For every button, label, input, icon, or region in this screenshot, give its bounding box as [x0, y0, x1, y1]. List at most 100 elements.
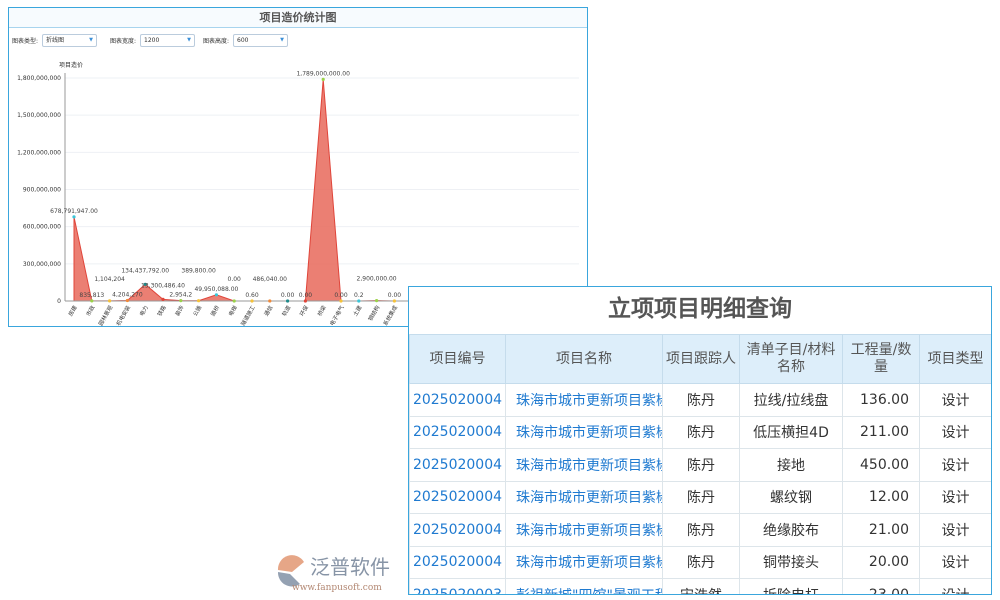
- tracker-cell: 陈丹: [662, 480, 740, 514]
- chart-width-select[interactable]: 1200 ▼: [140, 34, 196, 47]
- data-point[interactable]: [197, 299, 201, 303]
- y-tick-label: 300,000,000: [23, 261, 61, 268]
- material-name-cell: 拆除电杆: [739, 578, 843, 594]
- x-tick-label: 机电安装: [114, 304, 132, 326]
- column-header[interactable]: 工程量/数量: [842, 334, 920, 384]
- project-code-link[interactable]: 2025020004: [409, 513, 506, 547]
- project-type-cell: 设计: [919, 513, 991, 547]
- data-point[interactable]: [90, 299, 94, 303]
- data-label: 678,791,947.00: [50, 208, 98, 215]
- project-code-link[interactable]: 2025020003: [409, 578, 506, 594]
- project-type-cell: 设计: [919, 415, 991, 449]
- data-label: 1,789,000,000.00: [296, 70, 350, 77]
- data-label: 0.00: [228, 276, 242, 283]
- column-header[interactable]: 清单子目/材料名称: [739, 334, 843, 384]
- x-tick-label: 轨道: [280, 304, 293, 318]
- chevron-down-icon: ▼: [89, 37, 94, 43]
- data-point[interactable]: [375, 299, 379, 303]
- project-name-link[interactable]: 珠海市城市更新项目紫椒: [505, 480, 663, 514]
- chart-type-value: 折线图: [46, 37, 65, 44]
- x-tick-label: 隧道施工: [239, 304, 257, 326]
- project-name-link[interactable]: 珠海市城市更新项目紫椒: [505, 448, 663, 482]
- data-point[interactable]: [179, 299, 183, 303]
- table-row[interactable]: 2025020004 珠海市城市更新项目紫椒 陈丹 螺纹钢 12.00 设计: [409, 480, 991, 514]
- project-name-link[interactable]: 珠海市城市更新项目紫椒: [505, 415, 663, 449]
- chart-width-control: 图表宽度: 1200 ▼: [110, 34, 196, 47]
- chart-width-label: 图表宽度:: [110, 38, 137, 45]
- column-header[interactable]: 项目编号: [409, 334, 506, 384]
- chevron-down-icon: ▼: [280, 37, 285, 43]
- table-row[interactable]: 2025020004 珠海市城市更新项目紫椒 陈丹 拉线/拉线盘 136.00 设计: [409, 383, 991, 417]
- tracker-cell: 陈丹: [662, 415, 740, 449]
- data-point[interactable]: [303, 299, 307, 303]
- data-point[interactable]: [161, 297, 165, 301]
- column-header[interactable]: 项目名称: [505, 334, 663, 384]
- y-tick-label: 1,200,000,000: [17, 149, 61, 156]
- project-name-link[interactable]: 珠海市城市更新项目紫椒: [505, 383, 663, 417]
- project-name-link[interactable]: 珠海市城市更新项目紫椒: [505, 545, 663, 579]
- data-label: 0.00: [299, 292, 313, 299]
- data-label: 4,204,270: [112, 291, 143, 298]
- data-point[interactable]: [108, 299, 112, 303]
- data-label: 0.00: [281, 292, 295, 299]
- project-code-link[interactable]: 2025020004: [409, 415, 506, 449]
- data-point[interactable]: [339, 299, 343, 303]
- x-tick-label: 系统集成: [381, 304, 399, 326]
- y-tick-label: 1,800,000,000: [17, 75, 61, 82]
- project-code-link[interactable]: 2025020004: [409, 480, 506, 514]
- logo-mark-icon: [277, 555, 304, 572]
- quantity-cell: 136.00: [842, 383, 920, 417]
- chart-type-control: 图表类型: 折线图 ▼: [12, 34, 98, 47]
- data-label: 0.00: [334, 292, 348, 299]
- table-row[interactable]: 2025020004 珠海市城市更新项目紫椒 陈丹 接地 450.00 设计: [409, 448, 991, 482]
- table-row[interactable]: 2025020004 珠海市城市更新项目紫椒 陈丹 绝缘胶布 21.00 设计: [409, 513, 991, 547]
- data-point[interactable]: [232, 299, 236, 303]
- column-header[interactable]: 项目跟踪人: [662, 334, 740, 384]
- material-name-cell: 接地: [739, 448, 843, 482]
- data-label: 2,954,2: [169, 292, 192, 299]
- material-name-cell: 拉线/拉线盘: [739, 383, 843, 417]
- project-code-link[interactable]: 2025020004: [409, 545, 506, 579]
- data-point[interactable]: [214, 293, 218, 297]
- x-tick-label: 铁路: [155, 304, 168, 318]
- column-header[interactable]: 项目类型: [919, 334, 991, 384]
- chevron-down-icon: ▼: [187, 37, 192, 43]
- data-point[interactable]: [250, 299, 254, 303]
- data-point[interactable]: [321, 77, 325, 81]
- table-panel: 立项项目明细查询 项目编号 项目名称 项目跟踪人 清单子目/材料名称 工程量/数量 项目类…: [408, 286, 992, 595]
- project-name-link[interactable]: 珠海市城市更新项目紫椒: [505, 513, 663, 547]
- y-tick-label: 600,000,000: [23, 224, 61, 231]
- data-point[interactable]: [268, 299, 272, 303]
- data-label: 0.60: [245, 292, 259, 299]
- data-label: 2,900,000.00: [357, 276, 397, 283]
- x-tick-label: 土建: [351, 304, 364, 318]
- data-label: 389,800.00: [181, 268, 216, 275]
- project-type-cell: 设计: [919, 545, 991, 579]
- data-label: 0.2: [354, 292, 364, 299]
- project-code-link[interactable]: 2025020004: [409, 448, 506, 482]
- x-tick-label: 环保: [298, 304, 311, 318]
- y-tick-label: 1,500,000,000: [17, 112, 61, 119]
- table-row[interactable]: 2025020004 珠海市城市更新项目紫椒 陈丹 低压横担4D 211.00 设计: [409, 415, 991, 449]
- chart-type-label: 图表类型:: [12, 38, 39, 45]
- x-tick-label: 园林景观: [96, 304, 114, 326]
- x-tick-label: 电力: [137, 304, 149, 318]
- tracker-cell: 陈丹: [662, 383, 740, 417]
- chart-type-select[interactable]: 折线图 ▼: [42, 34, 98, 47]
- data-point[interactable]: [125, 298, 129, 303]
- chart-height-select[interactable]: 600 ▼: [233, 34, 289, 47]
- tracker-cell: 宋浩然: [662, 578, 740, 594]
- project-type-cell: 设计: [919, 480, 991, 514]
- data-point[interactable]: [286, 299, 290, 303]
- table-row[interactable]: 2025020004 珠海市城市更新项目紫椒 陈丹 铜带接头 20.00 设计: [409, 545, 991, 579]
- data-point[interactable]: [143, 282, 147, 286]
- area-chart: 项目造价 0 300,000,000 600,000,000 900,000,000 1,…: [17, 61, 579, 326]
- data-point[interactable]: [357, 299, 361, 303]
- material-name-cell: 绝缘胶布: [739, 513, 843, 547]
- project-name-link[interactable]: 彭祖新城"四馆"景观工程: [505, 578, 663, 594]
- data-point[interactable]: [392, 299, 396, 303]
- project-code-link[interactable]: 2025020004: [409, 383, 506, 417]
- data-label: 134,437,792.00: [121, 267, 169, 274]
- data-point[interactable]: [72, 215, 76, 219]
